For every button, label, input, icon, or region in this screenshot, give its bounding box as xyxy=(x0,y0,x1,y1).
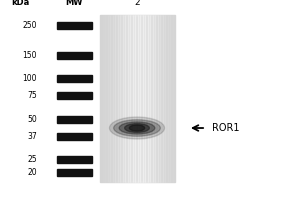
Bar xyxy=(130,15,133,182)
Bar xyxy=(155,15,158,182)
Text: MW: MW xyxy=(65,0,83,7)
Bar xyxy=(57,22,92,29)
Bar xyxy=(133,15,135,182)
Text: 25: 25 xyxy=(27,155,37,164)
Bar xyxy=(140,15,142,182)
Bar xyxy=(125,15,128,182)
Bar xyxy=(158,15,160,182)
Bar xyxy=(135,15,137,182)
Bar xyxy=(112,15,115,182)
Bar xyxy=(57,75,92,82)
Bar xyxy=(165,15,167,182)
Bar xyxy=(105,15,107,182)
Bar xyxy=(142,15,145,182)
Ellipse shape xyxy=(110,117,164,139)
Bar xyxy=(57,156,92,163)
Text: 100: 100 xyxy=(22,74,37,83)
Text: 20: 20 xyxy=(27,168,37,177)
Bar xyxy=(57,52,92,59)
Bar xyxy=(160,15,163,182)
Bar xyxy=(150,15,152,182)
Bar xyxy=(107,15,110,182)
Text: 50: 50 xyxy=(27,115,37,124)
Bar xyxy=(57,133,92,140)
Bar xyxy=(100,15,175,182)
Bar xyxy=(170,15,172,182)
Text: 250: 250 xyxy=(22,21,37,30)
Bar xyxy=(137,15,140,182)
Ellipse shape xyxy=(119,122,155,134)
Bar xyxy=(148,15,150,182)
Text: 75: 75 xyxy=(27,91,37,100)
Bar xyxy=(110,15,112,182)
Ellipse shape xyxy=(124,124,149,132)
Bar xyxy=(103,15,105,182)
Bar xyxy=(167,15,170,182)
Bar xyxy=(120,15,122,182)
Bar xyxy=(172,15,175,182)
Text: 150: 150 xyxy=(22,51,37,60)
Bar xyxy=(118,15,120,182)
Bar xyxy=(128,15,130,182)
Bar xyxy=(163,15,165,182)
Bar xyxy=(100,15,103,182)
Bar xyxy=(57,169,92,176)
Bar xyxy=(145,15,148,182)
Text: 37: 37 xyxy=(27,132,37,141)
Bar xyxy=(152,15,155,182)
Bar xyxy=(57,92,92,99)
Bar xyxy=(115,15,118,182)
Bar xyxy=(57,116,92,123)
Bar xyxy=(122,15,125,182)
Text: 2: 2 xyxy=(134,0,140,7)
Text: kDa: kDa xyxy=(12,0,30,7)
Text: ROR1: ROR1 xyxy=(212,123,239,133)
Ellipse shape xyxy=(129,125,145,131)
Ellipse shape xyxy=(114,120,160,136)
